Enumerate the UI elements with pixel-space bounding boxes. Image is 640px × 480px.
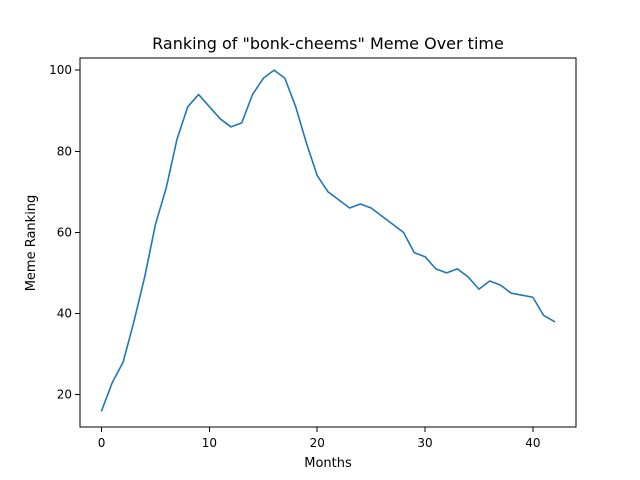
- y-tick-label: 40: [57, 306, 72, 320]
- x-tick-label: 0: [98, 436, 106, 450]
- x-tick-label: 10: [202, 436, 217, 450]
- y-tick-label: 60: [57, 225, 72, 239]
- series-layer: [100, 69, 556, 412]
- chart-title: Ranking of "bonk-cheems" Meme Over time: [152, 34, 504, 53]
- y-tick-label: 20: [57, 388, 72, 402]
- x-tick-label: 20: [310, 436, 325, 450]
- y-tick-label: 80: [57, 144, 72, 158]
- x-tick-label: 40: [525, 436, 540, 450]
- y-axis-label: Meme Ranking: [24, 195, 39, 292]
- x-tick-label: 30: [417, 436, 432, 450]
- plot-frame: [79, 57, 577, 428]
- series-line-0: [100, 69, 556, 412]
- tick-layer: 0 10 20 30 40 20 40 60 80 100: [49, 63, 540, 450]
- x-axis-label: Months: [304, 456, 352, 471]
- y-tick-label: 100: [49, 63, 72, 77]
